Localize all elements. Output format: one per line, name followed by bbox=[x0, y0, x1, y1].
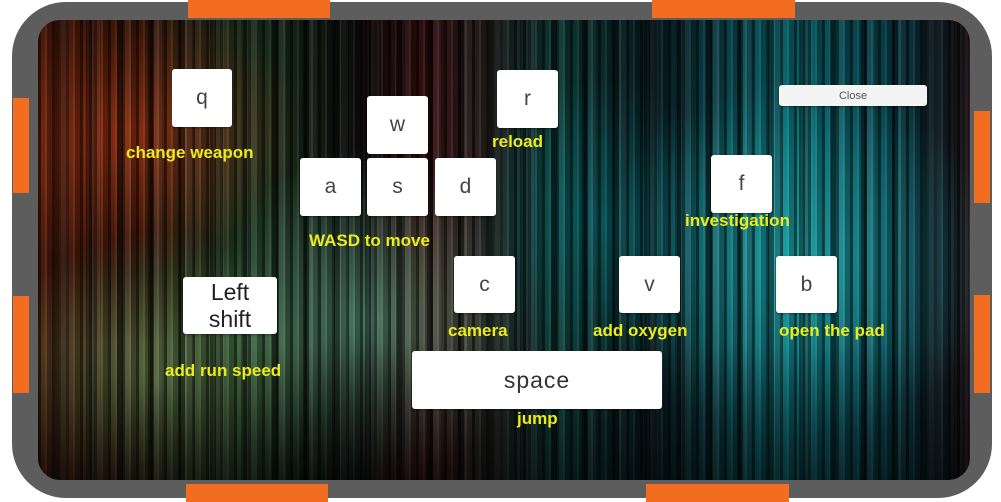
key-left-shift: Left shift bbox=[183, 277, 277, 334]
key-s: s bbox=[367, 158, 428, 216]
close-button[interactable]: Close bbox=[779, 85, 927, 106]
label-investigation: investigation bbox=[685, 211, 790, 230]
key-f: f bbox=[711, 155, 772, 213]
frame-bracket-left-upper bbox=[13, 98, 29, 193]
label-add-run-speed: add run speed bbox=[165, 361, 282, 380]
label-jump: jump bbox=[517, 409, 558, 428]
frame-bracket-right-lower bbox=[974, 295, 990, 393]
label-camera: camera bbox=[448, 321, 508, 340]
label-add-oxygen: add oxygen bbox=[593, 321, 688, 340]
key-v: v bbox=[619, 256, 680, 313]
key-d: d bbox=[435, 158, 496, 216]
frame-bracket-top-left bbox=[188, 0, 330, 18]
key-a: a bbox=[300, 158, 361, 216]
frame-bracket-bottom-left bbox=[186, 484, 328, 502]
label-change-weapon: change weapon bbox=[126, 143, 254, 162]
frame-bracket-right-upper bbox=[974, 111, 990, 203]
frame-bracket-top-right bbox=[652, 0, 795, 18]
key-r: r bbox=[497, 70, 558, 128]
key-space: space bbox=[412, 351, 662, 409]
key-b: b bbox=[776, 256, 837, 313]
key-w: w bbox=[367, 96, 428, 154]
key-c: c bbox=[454, 256, 515, 313]
label-open-the-pad: open the pad bbox=[779, 321, 885, 340]
frame-bracket-left-lower bbox=[13, 296, 29, 393]
key-q: q bbox=[172, 69, 232, 127]
label-wasd-to-move: WASD to move bbox=[309, 231, 430, 250]
frame-bracket-bottom-right bbox=[646, 484, 789, 502]
label-reload: reload bbox=[492, 132, 544, 151]
